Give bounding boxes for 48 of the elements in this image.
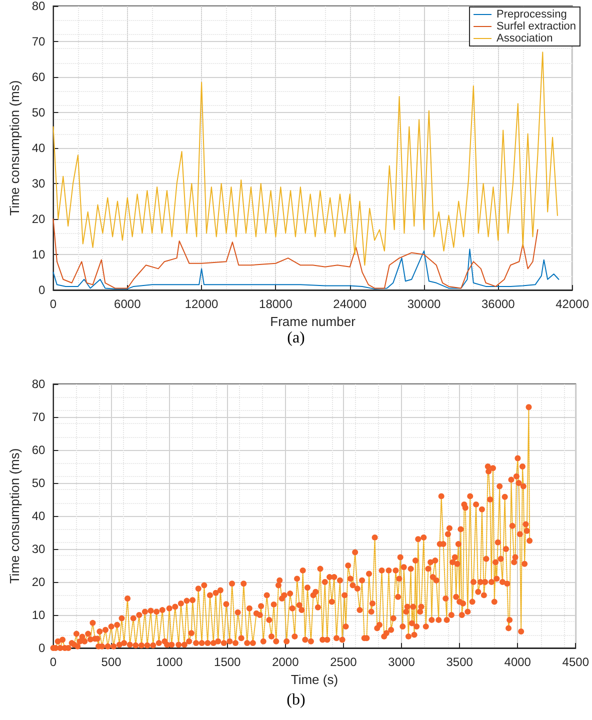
x-tick-label: 0 (50, 655, 57, 669)
y-tick-label: 30 (32, 176, 46, 190)
x-tick-label: 18000 (259, 297, 293, 311)
text: (a) (287, 330, 305, 346)
y-tick-label: 0 (38, 641, 46, 655)
y-tick-label: 70 (32, 410, 46, 424)
legend-label: Association (496, 32, 553, 44)
y-tick-label: 70 (32, 34, 46, 48)
y-tick-label: 80 (32, 0, 46, 13)
x-tick-label: 24000 (333, 297, 367, 311)
y-tick-label: 0 (38, 283, 46, 297)
y-tick-label: 10 (32, 248, 46, 262)
x-tick-label: 0 (50, 297, 57, 311)
x-tick-label: 42000 (556, 297, 590, 311)
x-axis-title: Frame number (270, 314, 356, 329)
y-tick-label: 20 (32, 575, 46, 589)
line-series (52, 248, 560, 290)
line-series (52, 218, 538, 289)
x-tick-label: 3000 (388, 655, 416, 669)
x-tick-label: 12000 (184, 297, 219, 311)
x-tick-label: 30000 (407, 297, 442, 311)
x-tick-label: 4000 (504, 655, 532, 669)
x-tick-label: 36000 (481, 297, 516, 311)
x-tick-label: 1000 (156, 655, 184, 669)
y-tick-label: 40 (32, 509, 46, 523)
y-tick-label: 10 (32, 608, 46, 622)
y-tick-label: 60 (32, 70, 46, 84)
x-tick-label: 1500 (214, 655, 242, 669)
x-tick-label: 2500 (330, 655, 358, 669)
y-tick-label: 20 (32, 212, 46, 226)
legend-label: Preprocessing (496, 8, 567, 20)
x-tick-label: 3500 (446, 655, 474, 669)
legend-label: Surfel extraction (496, 20, 576, 32)
x-tick-label: 2000 (272, 655, 300, 669)
x-tick-label: 500 (101, 655, 122, 669)
y-tick-label: 40 (32, 141, 46, 155)
x-axis-title: Time (s) (290, 672, 338, 687)
y-tick-label: 60 (32, 443, 46, 457)
x-tick-label: 6000 (114, 297, 142, 311)
y-tick-label: 50 (32, 476, 46, 490)
y-tick-label: 80 (32, 377, 46, 391)
text: (b) (286, 692, 306, 708)
x-tick-label: 4500 (562, 655, 590, 669)
y-axis-title: Time consumption (ms) (7, 80, 22, 216)
y-tick-label: 50 (32, 106, 46, 120)
y-tick-label: 30 (32, 542, 46, 556)
y-axis-title: Time consumption (ms) (7, 448, 22, 584)
line-series (52, 52, 558, 266)
